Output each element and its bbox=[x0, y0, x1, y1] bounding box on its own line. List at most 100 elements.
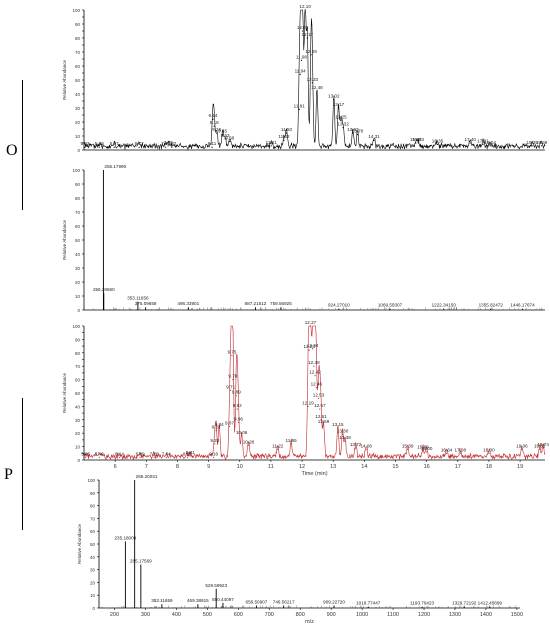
peak-point bbox=[333, 99, 335, 101]
peak-point bbox=[315, 387, 317, 389]
panel-bracket-o bbox=[22, 80, 23, 210]
peak-point bbox=[445, 452, 448, 454]
x-tick-label: 19 bbox=[517, 464, 523, 470]
peak-label: 12.17 bbox=[302, 32, 314, 37]
peak-point bbox=[241, 435, 243, 437]
y-tick-label: 0 bbox=[77, 308, 80, 313]
x-tick-label: 11 bbox=[268, 464, 274, 470]
peak-label: 9.20 bbox=[210, 438, 219, 443]
peak-point bbox=[212, 456, 215, 458]
x-tick-label: 1400 bbox=[480, 612, 492, 618]
y-tick-label: 100 bbox=[72, 324, 80, 329]
peak-label: 9.53 bbox=[221, 133, 230, 138]
y-tick-label: 60 bbox=[90, 529, 96, 534]
peak-label: 1069.55007 bbox=[378, 303, 403, 308]
peak-label: 12.46 bbox=[311, 382, 323, 387]
peak-label: 285.17569 bbox=[130, 558, 152, 563]
peak-point bbox=[540, 145, 543, 147]
y-tick-label: 60 bbox=[75, 378, 81, 383]
peak-label: 255.17990 bbox=[104, 164, 126, 169]
chromatogram-trace bbox=[83, 325, 546, 461]
peak-point bbox=[356, 134, 359, 136]
x-tick-label: 500 bbox=[203, 612, 212, 618]
peak-label: 528.59923 bbox=[205, 583, 227, 588]
peak-point bbox=[320, 419, 322, 421]
peak-point bbox=[312, 348, 314, 350]
x-tick-label: 600 bbox=[234, 612, 243, 618]
peak-point bbox=[337, 107, 340, 109]
peak-label: 13.15 bbox=[332, 422, 344, 427]
peak-point bbox=[138, 146, 140, 148]
y-tick-label: 70 bbox=[75, 364, 81, 369]
peak-point bbox=[308, 349, 310, 351]
peak-label: 19.06 bbox=[516, 443, 528, 448]
peak-point bbox=[316, 90, 318, 92]
y-tick-label: 50 bbox=[75, 238, 81, 243]
peak-label: 5.97 bbox=[110, 141, 119, 146]
peak-label: 1329.72192 bbox=[452, 601, 477, 606]
peak-point bbox=[436, 143, 439, 145]
x-tick-label: 1200 bbox=[418, 612, 430, 618]
y-tick-label: 50 bbox=[75, 78, 81, 83]
peak-label: 9.75 bbox=[227, 349, 236, 354]
peak-point bbox=[344, 440, 346, 442]
peak-label: 687.21512 bbox=[245, 301, 267, 306]
peak-point bbox=[113, 146, 115, 148]
peak-label: 10.28 bbox=[243, 439, 255, 444]
y-tick-label: 70 bbox=[75, 50, 81, 55]
y-tick-label: 80 bbox=[75, 351, 81, 356]
peak-label: 14.06 bbox=[360, 443, 372, 448]
peak-point bbox=[307, 405, 309, 407]
peak-label: 9.71 bbox=[226, 384, 235, 389]
peak-label: 12.61 bbox=[315, 414, 327, 419]
peak-label: 375.09658 bbox=[135, 301, 157, 306]
peak-label: 235.18009 bbox=[115, 535, 137, 540]
peak-label: 13.38 bbox=[339, 435, 351, 440]
peak-point bbox=[542, 447, 544, 449]
peak-point bbox=[189, 455, 191, 457]
x-tick-label: 300 bbox=[141, 612, 150, 618]
peak-point bbox=[235, 395, 237, 397]
peak-label: 16.35 bbox=[432, 138, 444, 143]
y-tick-label: 80 bbox=[75, 196, 81, 201]
peak-point bbox=[489, 145, 491, 147]
y-tick-label: 30 bbox=[75, 418, 81, 423]
p-tic-chart: 0 10 20 30 40 50 60 70 80 90 100 Relative Abundance… bbox=[62, 320, 549, 477]
peak-point bbox=[309, 325, 312, 327]
peak-point bbox=[236, 408, 238, 410]
peak-label: 18.00 bbox=[483, 447, 495, 452]
peak-point bbox=[167, 145, 169, 147]
peak-label: 9.89 bbox=[232, 390, 241, 395]
y-tick-label: 90 bbox=[75, 337, 81, 342]
peak-point bbox=[171, 146, 173, 148]
y-tick-label: 70 bbox=[90, 516, 96, 521]
peak-label: 496.33901 bbox=[177, 301, 199, 306]
peak-label: 12.34 bbox=[307, 343, 319, 348]
peak-point bbox=[247, 444, 250, 446]
peak-label: 746.56217 bbox=[273, 599, 295, 604]
peak-label: 9.78 bbox=[228, 374, 237, 379]
peak-label: 17.40 bbox=[464, 137, 476, 142]
x-tick-label: 700 bbox=[265, 612, 274, 618]
x-tick-label: 1500 bbox=[511, 612, 523, 618]
peak-label: 11.22 bbox=[272, 443, 284, 448]
peak-point bbox=[355, 447, 357, 449]
peak-point bbox=[426, 451, 428, 453]
peak-label: 12.19 bbox=[302, 400, 314, 405]
peak-point bbox=[118, 456, 121, 458]
peak-label: 9.16 bbox=[209, 451, 218, 456]
peak-point bbox=[165, 146, 167, 148]
peak-point bbox=[277, 448, 279, 450]
peak-point bbox=[417, 142, 419, 144]
y-tick-label: 40 bbox=[75, 404, 81, 409]
peak-label: 353.11659 bbox=[151, 598, 173, 603]
peak-label: 9.92 bbox=[233, 403, 242, 408]
peak-label: 12.23 bbox=[303, 344, 315, 349]
peak-label: 15.73 bbox=[412, 137, 424, 142]
peak-point bbox=[165, 456, 167, 458]
peak-label: 924.27010 bbox=[328, 303, 350, 308]
x-tick-label: 16 bbox=[424, 464, 430, 470]
y-tick-label: 20 bbox=[75, 280, 81, 285]
peak-point bbox=[211, 146, 213, 148]
y-tick-label: 70 bbox=[75, 210, 81, 215]
